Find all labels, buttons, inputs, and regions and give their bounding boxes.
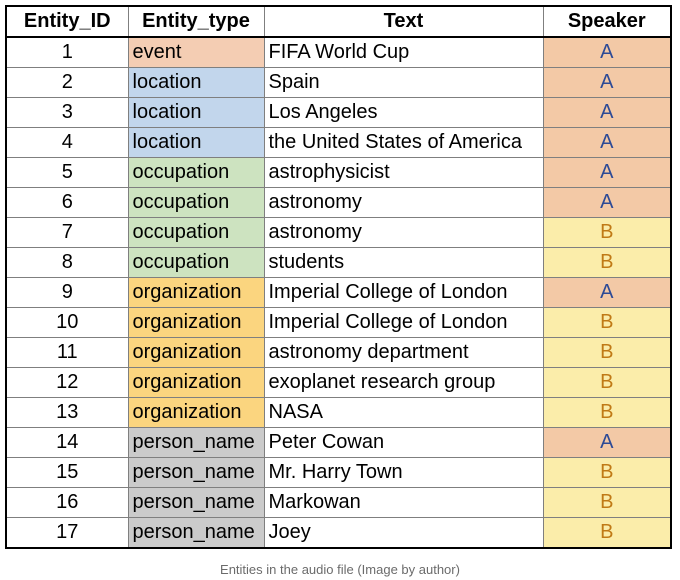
entity-type-cell: person_name [127,457,265,488]
entity-id-cell: 15 [5,457,129,488]
speaker-cell: A [542,187,672,218]
header-entity-type: Entity_type [127,5,265,38]
table-row: 9 organization Imperial College of London A [5,277,672,308]
table-row: 3 location Los Angeles A [5,97,672,128]
table-row: 1 event FIFA World Cup A [5,36,672,68]
entity-id-cell: 11 [5,337,129,368]
entity-text-cell: Imperial College of London [263,277,544,308]
table-body: 1 event FIFA World Cup A 2 location Spain A 3 loc… [5,36,672,549]
entity-id-cell: 10 [5,307,129,338]
entity-id-cell: 7 [5,217,129,248]
speaker-cell: B [542,517,672,549]
table-row: 2 location Spain A [5,67,672,98]
table-row: 12 organization exoplanet research group B [5,367,672,398]
entity-text-cell: the United States of America [263,127,544,158]
entity-id-cell: 16 [5,487,129,518]
entity-type-cell: organization [127,277,265,308]
header-entity-id: Entity_ID [5,5,129,38]
entity-id-cell: 1 [5,36,129,68]
header-row: Entity_ID Entity_type Text Speaker [5,5,672,38]
entity-text-cell: FIFA World Cup [263,36,544,68]
speaker-cell: B [542,247,672,278]
table-row: 13 organization NASA B [5,397,672,428]
table-row: 10 organization Imperial College of London… [5,307,672,338]
entity-text-cell: astronomy [263,187,544,218]
entity-id-cell: 3 [5,97,129,128]
entity-type-cell: occupation [127,217,265,248]
entity-id-cell: 5 [5,157,129,188]
speaker-cell: A [542,157,672,188]
speaker-cell: B [542,367,672,398]
entity-type-cell: organization [127,307,265,338]
table-row: 4 location the United States of America A [5,127,672,158]
entity-type-cell: occupation [127,187,265,218]
entity-text-cell: astronomy [263,217,544,248]
speaker-cell: B [542,457,672,488]
header-speaker: Speaker [542,5,672,38]
entity-text-cell: Los Angeles [263,97,544,128]
entity-id-cell: 8 [5,247,129,278]
entity-type-cell: location [127,67,265,98]
entity-type-cell: event [127,36,265,68]
table-row: 5 occupation astrophysicist A [5,157,672,188]
entity-text-cell: exoplanet research group [263,367,544,398]
entity-id-cell: 17 [5,517,129,549]
entity-type-cell: person_name [127,517,265,549]
entity-id-cell: 9 [5,277,129,308]
entities-table: Entity_ID Entity_type Text Speaker 1 even… [5,5,672,549]
entity-text-cell: Peter Cowan [263,427,544,458]
table-row: 15 person_name Mr. Harry Town B [5,457,672,488]
entity-id-cell: 14 [5,427,129,458]
entity-id-cell: 13 [5,397,129,428]
table-row: 14 person_name Peter Cowan A [5,427,672,458]
entity-type-cell: organization [127,337,265,368]
speaker-cell: A [542,67,672,98]
speaker-cell: A [542,97,672,128]
entity-type-cell: location [127,127,265,158]
table-row: 8 occupation students B [5,247,672,278]
entity-type-cell: organization [127,397,265,428]
table-row: 6 occupation astronomy A [5,187,672,218]
speaker-cell: A [542,127,672,158]
entity-text-cell: students [263,247,544,278]
entity-type-cell: occupation [127,247,265,278]
figure-caption: Entities in the audio file (Image by aut… [220,562,460,577]
speaker-cell: B [542,337,672,368]
table-row: 11 organization astronomy department B [5,337,672,368]
entity-type-cell: person_name [127,487,265,518]
entity-text-cell: NASA [263,397,544,428]
entity-text-cell: Spain [263,67,544,98]
entity-text-cell: Imperial College of London [263,307,544,338]
entities-table-container: Entity_ID Entity_type Text Speaker 1 even… [5,5,672,549]
entity-text-cell: Mr. Harry Town [263,457,544,488]
entity-id-cell: 12 [5,367,129,398]
entity-id-cell: 4 [5,127,129,158]
entity-text-cell: Markowan [263,487,544,518]
entity-type-cell: organization [127,367,265,398]
speaker-cell: B [542,487,672,518]
header-text: Text [263,5,544,38]
table-row: 16 person_name Markowan B [5,487,672,518]
speaker-cell: A [542,277,672,308]
table-header: Entity_ID Entity_type Text Speaker [5,5,672,38]
entity-type-cell: person_name [127,427,265,458]
entity-id-cell: 2 [5,67,129,98]
speaker-cell: B [542,307,672,338]
speaker-cell: B [542,397,672,428]
entity-type-cell: occupation [127,157,265,188]
entity-id-cell: 6 [5,187,129,218]
speaker-cell: A [542,427,672,458]
speaker-cell: A [542,36,672,68]
table-row: 17 person_name Joey B [5,517,672,549]
speaker-cell: B [542,217,672,248]
entity-text-cell: astrophysicist [263,157,544,188]
entity-type-cell: location [127,97,265,128]
entity-text-cell: Joey [263,517,544,549]
entity-text-cell: astronomy department [263,337,544,368]
table-row: 7 occupation astronomy B [5,217,672,248]
